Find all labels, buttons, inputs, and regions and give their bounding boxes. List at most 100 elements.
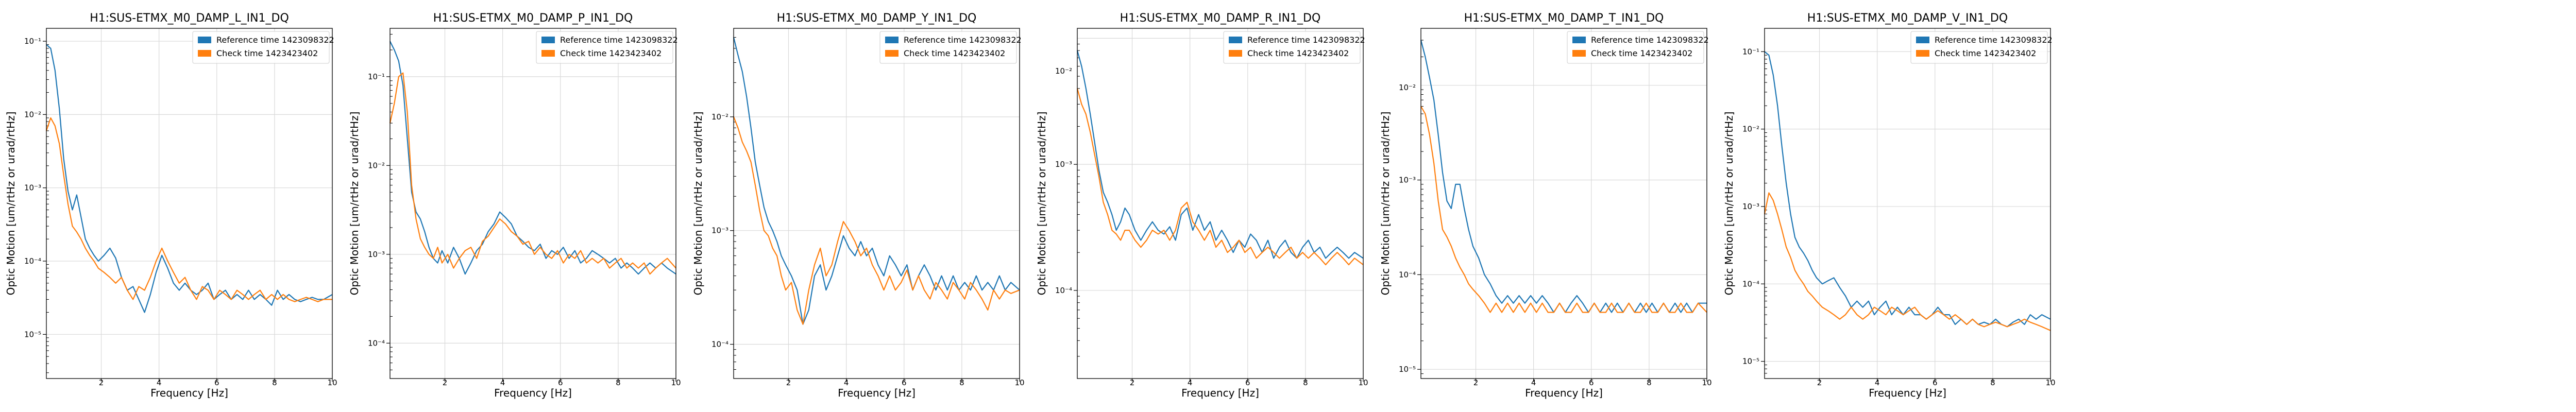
series-line-reference [1764,51,2051,328]
y-tick-label: 10⁻³ [711,226,728,235]
y-tick-label: 10⁻⁵ [24,330,41,339]
legend: Reference time 1423098322 Check time 1423… [1910,31,2053,64]
plot-frame [1420,28,1707,379]
legend-label: Check time 1423423402 [904,48,1005,58]
x-tick-label: 6 [902,378,907,387]
y-tick-label: 10⁻² [711,112,728,122]
legend-swatch [1229,50,1242,57]
y-tick-label: 10⁻² [24,110,41,119]
legend: Reference time 1423098322 Check time 1423… [1223,31,1365,64]
x-tick-label: 2 [99,378,104,387]
plot-area [1765,28,2050,379]
y-tick-label: 10⁻³ [1055,160,1072,169]
series-line-check [1076,88,1364,266]
legend: Reference time 1423098322 Check time 1423… [192,31,334,64]
x-axis-label: Frequency [Hz] [1525,387,1603,399]
y-axis-label: Optic Motion [um/rtHz or urad/rtHz] [5,112,17,296]
legend-swatch [1916,37,1929,43]
plot-frame [1077,28,1364,379]
y-tick-label: 10⁻² [1055,66,1072,76]
panel-2: 2 4 6 8 10 10⁻¹ 10⁻² 10⁻³ 10⁻⁴ H1:SUS-ETMX_M0_DAM… [348,12,681,399]
x-axis-label: Frequency [Hz] [150,387,228,399]
legend-swatch [198,50,211,57]
panels-container: 2 4 6 8 10 10⁻¹ 10⁻² 10⁻³ 10⁻⁴ 10⁻⁵ H1:SUS-ETMX_M0… [5,12,2056,399]
y-tick-label: 10⁻⁴ [1055,286,1072,295]
y-tick-label: 10⁻⁵ [1742,357,1759,366]
x-tick-label: 2 [1473,378,1479,387]
legend-swatch [1229,37,1242,43]
y-axis-label: Optic Motion [um/rtHz or urad/rtHz] [1379,112,1392,296]
x-tick-label: 8 [1990,378,1995,387]
legend-box [879,31,1017,64]
x-tick-label: 8 [616,378,621,387]
legend-swatch [541,50,555,57]
y-tick-label: 10⁻⁴ [1399,270,1416,279]
series-line-reference [1076,50,1364,259]
x-tick-label: 6 [214,378,219,387]
x-tick-label: 4 [1531,378,1536,387]
panel-1: 2 4 6 8 10 10⁻¹ 10⁻² 10⁻³ 10⁻⁴ 10⁻⁵ H1:SUS-ETMX_M0… [5,12,337,399]
x-tick-label: 4 [500,378,505,387]
y-tick-label: 10⁻² [1399,83,1416,92]
series-line-reference [46,44,333,313]
legend-box [1223,31,1361,64]
x-tick-label: 10 [1702,378,1711,387]
panel-title: H1:SUS-ETMX_M0_DAMP_L_IN1_DQ [90,12,289,25]
x-tick-label: 2 [1130,378,1135,387]
y-axis-label: Optic Motion [um/rtHz or urad/rtHz] [1723,112,1735,296]
series-line-reference [389,41,676,275]
legend-swatch [1916,50,1929,57]
gridlines [1765,28,2051,379]
series-line-check [389,72,676,275]
series-line-check [1764,192,2051,331]
x-tick-label: 6 [1589,378,1594,387]
legend: Reference time 1423098322 Check time 1423… [1567,31,1709,64]
x-axis-label: Frequency [Hz] [494,387,572,399]
y-tick-label: 10⁻³ [368,250,385,259]
x-tick-label: 8 [1303,378,1308,387]
x-tick-label: 6 [1933,378,1938,387]
legend-box [1567,31,1704,64]
legend-box [536,31,673,64]
series-line-reference [733,37,1020,325]
panel-title: H1:SUS-ETMX_M0_DAMP_Y_IN1_DQ [777,12,977,25]
panel-6: 2 4 6 8 10 10⁻¹ 10⁻² 10⁻³ 10⁻⁴ 10⁻⁵ H1:SUS-ETMX_M0… [1723,12,2056,399]
panel-5: 2 4 6 8 10 10⁻³ 10⁻⁴ 10⁻⁵ 10⁻² H1:SUS-ETMX_M0_DAM… [1379,12,1712,399]
legend-label: Check time 1423423402 [560,48,662,58]
y-tick-label: 10⁻¹ [1742,47,1759,56]
x-tick-label: 10 [2045,378,2055,387]
y-tick-label: 10⁻¹ [24,37,41,46]
y-tick-label: 10⁻³ [1742,202,1759,211]
legend-swatch [1572,37,1586,43]
series-line-check [45,117,332,302]
legend-label: Reference time 1423098322 [216,35,334,45]
x-tick-label: 10 [1014,378,1024,387]
y-tick-label: 10⁻⁴ [711,340,728,349]
plot-frame [733,28,1020,379]
legend-swatch [885,50,899,57]
x-tick-label: 2 [786,378,791,387]
series-line-check [1420,106,1707,313]
x-axis-label: Frequency [Hz] [838,387,916,399]
plot-area [734,28,1020,379]
legend-label: Check time 1423423402 [1247,48,1349,58]
legend-label: Reference time 1423098322 [904,35,1022,45]
plot-frame [46,28,333,379]
x-tick-label: 10 [1358,378,1368,387]
legend-label: Reference time 1423098322 [1935,35,2053,45]
panel-title: H1:SUS-ETMX_M0_DAMP_T_IN1_DQ [1464,12,1664,25]
x-tick-label: 4 [1188,378,1193,387]
x-tick-label: 8 [272,378,277,387]
plot-area [1421,28,1707,379]
plot-area [46,28,332,379]
x-tick-label: 2 [1817,378,1822,387]
y-tick-label: 10⁻² [1742,125,1759,134]
x-tick-label: 6 [1245,378,1250,387]
y-tick-label: 10⁻⁴ [24,256,41,266]
x-tick-label: 6 [558,378,563,387]
x-tick-label: 4 [1875,378,1880,387]
legend-swatch [1572,50,1586,57]
y-tick-label: 10⁻³ [1399,176,1416,185]
panel-4: 2 4 6 8 10 10⁻³ 10⁻⁴ 10⁻² H1:SUS-ETMX_M0_DAMP_R_… [1036,12,1368,399]
